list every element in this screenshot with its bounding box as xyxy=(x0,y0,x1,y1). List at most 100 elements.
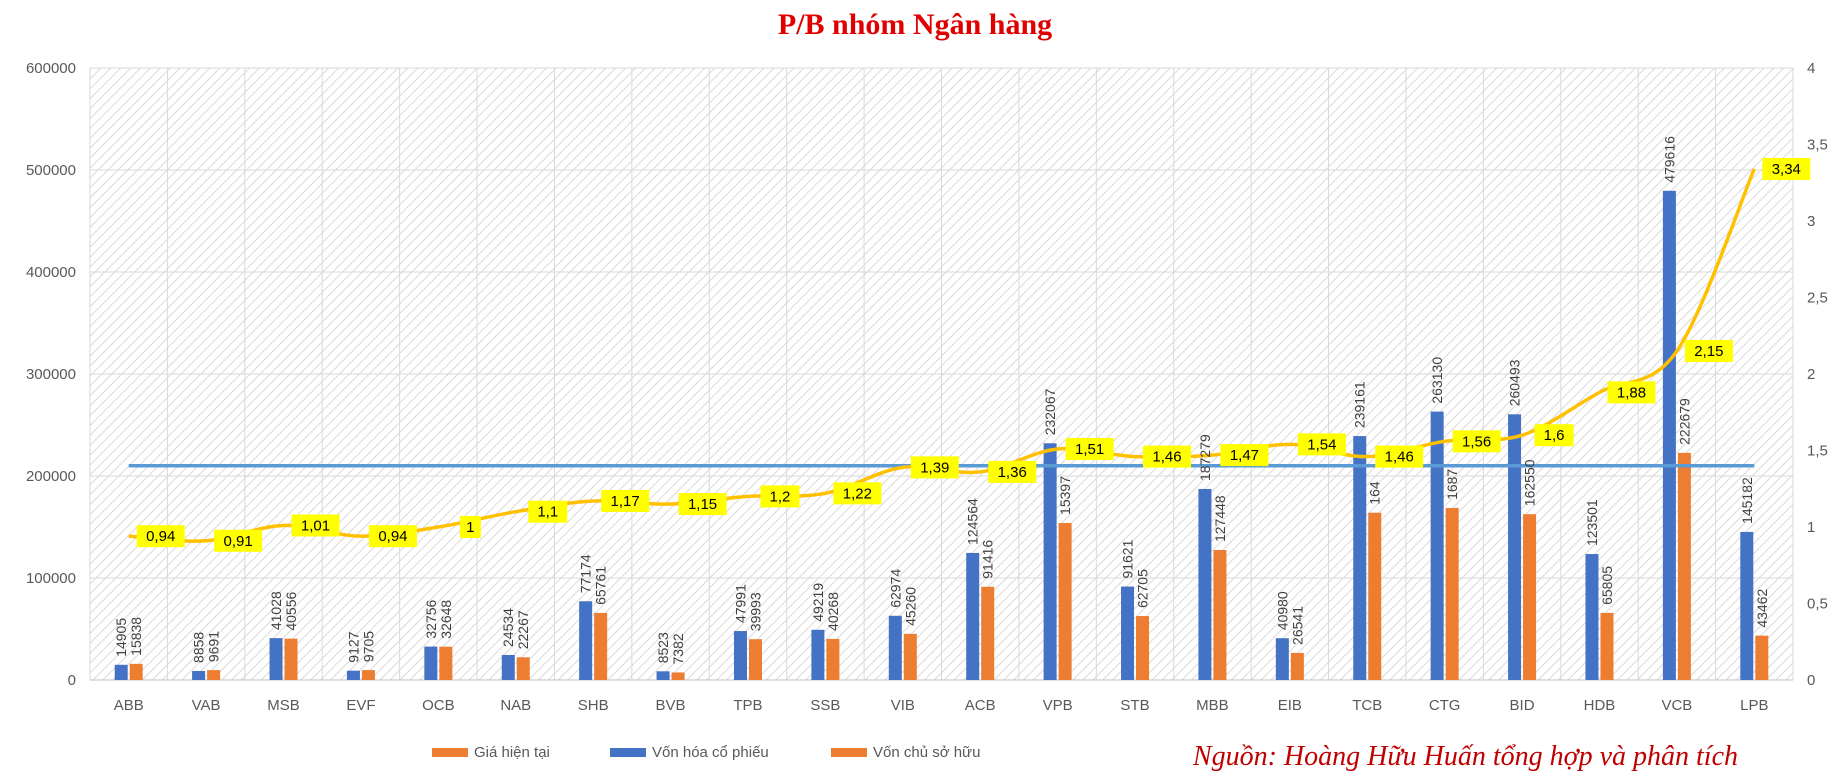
bar-von-chu-so-huu xyxy=(1755,635,1769,680)
bar-label-von-hoa: 8523 xyxy=(655,632,671,663)
bar-label-von-hoa: 49219 xyxy=(810,583,826,622)
bar-von-hoa xyxy=(424,646,438,680)
y-left-tick: 100000 xyxy=(26,570,76,587)
pb-label: 1,39 xyxy=(920,459,949,476)
bar-von-chu-so-huu xyxy=(1290,652,1304,680)
bar-label-von-chu-so-huu: 45260 xyxy=(902,587,918,626)
bar-label-von-chu-so-huu: 62705 xyxy=(1135,569,1151,608)
bar-von-hoa xyxy=(811,629,825,680)
pb-label-box xyxy=(1684,340,1733,363)
bar-label-von-hoa: 91621 xyxy=(1120,539,1136,578)
pb-label-box xyxy=(368,525,417,548)
bar-label-von-hoa: 260493 xyxy=(1507,359,1523,406)
bar-label-von-chu-so-huu: 127448 xyxy=(1212,495,1228,542)
bar-von-chu-so-huu xyxy=(1677,452,1691,680)
bar-von-hoa xyxy=(656,671,670,680)
bar-label-von-hoa: 14905 xyxy=(113,618,129,657)
pb-label: 0,94 xyxy=(146,528,175,545)
bar-label-von-chu-so-huu: 65761 xyxy=(593,566,609,605)
bar-von-hoa xyxy=(1043,443,1057,680)
pb-label: 1,88 xyxy=(1617,384,1646,401)
x-tick-label: VCB xyxy=(1661,697,1692,714)
bar-label-von-hoa: 62974 xyxy=(887,569,903,608)
y-right-tick: 0 xyxy=(1807,672,1815,689)
bar-label-von-chu-so-huu: 222679 xyxy=(1676,398,1692,445)
bar-von-hoa xyxy=(114,664,128,680)
x-tick-label: OCB xyxy=(422,697,455,714)
x-tick-label: BID xyxy=(1510,697,1535,714)
data-labels: 14905 15838 8858 9691 41028 40556 9127 9705 3275… xyxy=(113,136,1811,664)
bar-von-hoa xyxy=(1508,414,1522,680)
x-tick-label: EVF xyxy=(346,697,375,714)
bar-von-hoa xyxy=(1430,411,1444,680)
bar-label-von-chu-so-huu: 26541 xyxy=(1289,606,1305,645)
pb-label-box xyxy=(988,460,1037,483)
bar-von-hoa xyxy=(1740,531,1754,680)
bar-label-von-chu-so-huu: 22267 xyxy=(515,610,531,649)
bar-label-von-chu-so-huu: 7382 xyxy=(670,633,686,664)
pb-label-box xyxy=(1297,433,1346,456)
bar-label-von-chu-so-huu: 9705 xyxy=(360,631,376,662)
bar-von-chu-so-huu xyxy=(1368,512,1382,680)
pb-label-box xyxy=(214,529,263,552)
bar-label-von-chu-so-huu: 40556 xyxy=(283,591,299,630)
x-tick-label: VAB xyxy=(192,697,221,714)
x-tick-label: MBB xyxy=(1196,697,1229,714)
y-left-tick: 400000 xyxy=(26,264,76,281)
x-tick-label: SSB xyxy=(810,697,840,714)
pb-label-box xyxy=(136,525,185,548)
bar-von-hoa xyxy=(1353,436,1367,680)
legend: Giá hiện tại Vốn hóa cổ phiếu Vốn chủ sở h… xyxy=(432,744,980,761)
bar-von-chu-so-huu xyxy=(1058,522,1072,680)
axes: 0 100000 200000 300000 400000 500000 600000 0 0,… xyxy=(26,60,1828,714)
pb-label: 1,01 xyxy=(301,517,330,534)
bar-label-von-chu-so-huu: 1687 xyxy=(1444,469,1460,500)
bar-von-chu-so-huu xyxy=(903,633,917,680)
bar-von-hoa xyxy=(1662,190,1676,680)
bar-von-chu-so-huu xyxy=(1523,514,1537,680)
pb-label: 0,94 xyxy=(378,528,407,545)
pb-label: 3,34 xyxy=(1772,161,1801,178)
bar-von-hoa xyxy=(966,552,980,680)
legend-swatch xyxy=(610,748,646,757)
pb-label: 1,6 xyxy=(1544,427,1565,444)
bar-von-hoa xyxy=(1585,554,1599,680)
bar-von-chu-so-huu xyxy=(1600,612,1614,680)
pb-label-box xyxy=(1375,445,1424,468)
x-tick-label: VPB xyxy=(1043,697,1073,714)
x-tick-label: ABB xyxy=(114,697,144,714)
bar-von-hoa xyxy=(192,670,206,680)
bar-von-hoa xyxy=(733,631,747,680)
pb-label: 1,22 xyxy=(843,485,872,502)
pb-label-box xyxy=(1143,445,1192,468)
y-left-tick: 300000 xyxy=(26,366,76,383)
pb-label: 1,54 xyxy=(1307,436,1336,453)
x-tick-label: BVB xyxy=(656,697,686,714)
bar-von-chu-so-huu xyxy=(1213,550,1227,680)
bars xyxy=(114,190,1769,680)
bar-label-von-chu-so-huu: 39993 xyxy=(747,592,763,631)
y-right-tick: 1,5 xyxy=(1807,443,1828,460)
legend-swatch xyxy=(831,748,867,757)
pb-label-box xyxy=(1452,430,1501,453)
pb-label-box xyxy=(459,516,481,538)
bar-label-von-hoa: 263130 xyxy=(1429,357,1445,404)
bar-label-von-hoa: 145182 xyxy=(1739,477,1755,524)
bar-label-von-hoa: 41028 xyxy=(268,591,284,630)
y-right-tick: 4 xyxy=(1807,60,1815,77)
bar-von-hoa xyxy=(1275,638,1289,680)
bar-von-chu-so-huu xyxy=(361,670,375,680)
bar-label-von-chu-so-huu: 32648 xyxy=(438,600,454,639)
pb-label: 1,15 xyxy=(688,496,717,513)
bar-label-von-hoa: 32756 xyxy=(423,599,439,638)
pb-label: 1,46 xyxy=(1152,449,1181,466)
pb-label-box xyxy=(760,485,800,508)
pb-label: 1,36 xyxy=(998,464,1027,481)
bar-von-chu-so-huu xyxy=(594,612,608,680)
pb-label: 1,51 xyxy=(1075,441,1104,458)
bar-von-chu-so-huu xyxy=(129,663,143,680)
bar-von-chu-so-huu xyxy=(1136,616,1150,680)
pb-label-box xyxy=(1607,381,1656,404)
bar-von-chu-so-huu xyxy=(981,586,995,680)
